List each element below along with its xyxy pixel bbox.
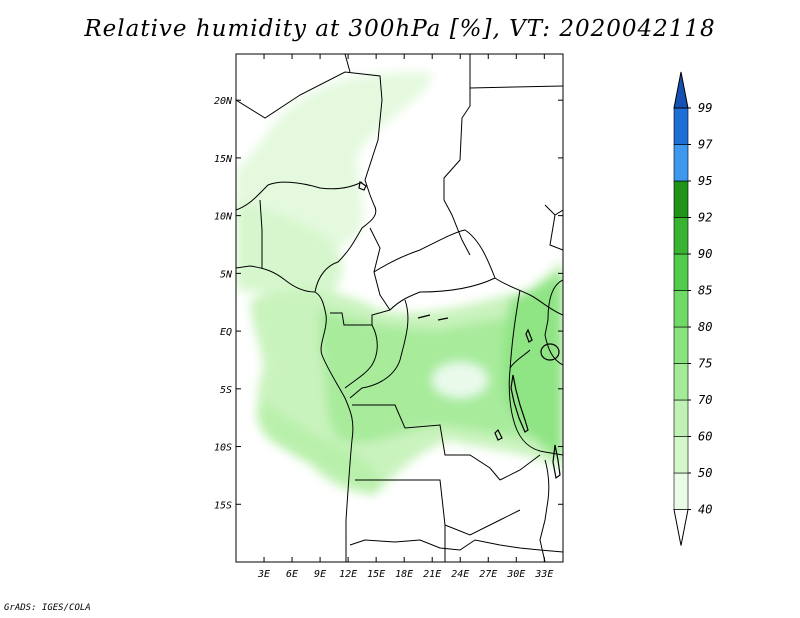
humidity-shading	[236, 72, 563, 495]
x-tick-label: 6E	[286, 569, 298, 580]
border-line	[349, 539, 563, 553]
colorbar-segment	[673, 217, 689, 255]
colorbar-segment	[673, 107, 689, 145]
colorbar-upper-triangle	[673, 71, 689, 109]
map-frame	[235, 53, 564, 563]
colorbar-segment	[673, 253, 689, 291]
x-tick-label: 24E	[451, 569, 469, 580]
country-borders	[236, 54, 563, 562]
lake-malawi	[552, 444, 561, 480]
border-line	[236, 71, 383, 206]
border-line	[344, 54, 351, 73]
border-line	[389, 277, 496, 311]
y-tick-label: 15S	[214, 500, 232, 511]
colorbar-label: 90	[698, 247, 712, 261]
colorbar-label: 85	[698, 284, 712, 298]
y-tick-label: 5N	[220, 269, 233, 280]
border-line	[259, 199, 263, 268]
border-line	[539, 459, 550, 562]
grads-credit: GrADS: IGES/COLA	[4, 603, 91, 613]
colorbar-label: 99	[698, 101, 712, 115]
coastline-west	[236, 265, 354, 562]
y-tick-label: 20N	[214, 96, 233, 107]
x-axis: 3E 6E 9E 12E 15E 18E 21E 24E 27E 30E 33E	[257, 54, 553, 580]
colorbar-segment	[673, 436, 689, 474]
colorbar-segment	[673, 472, 689, 510]
border-line	[349, 299, 409, 399]
chart-title: Relative humidity at 300hPa [%], VT: 202…	[84, 16, 716, 42]
border-line	[529, 294, 563, 316]
colorbar-label: 95	[698, 174, 712, 188]
colorbar-label: 80	[698, 320, 712, 334]
border-line	[330, 309, 391, 326]
lake-small	[417, 314, 449, 321]
x-tick-label: 33E	[534, 569, 553, 580]
border-line	[373, 229, 531, 296]
colorbar-segment	[673, 290, 689, 328]
border-line	[352, 404, 501, 481]
colorbar-label: 97	[698, 138, 713, 152]
y-tick-label: 5S	[220, 385, 232, 396]
border-line	[355, 479, 521, 536]
colorbar-segment	[673, 363, 689, 401]
humidity-band-west	[236, 200, 343, 300]
border-line	[443, 54, 471, 256]
y-axis: 20N 15N 10N 5N EQ 5S 10S 15S	[214, 96, 563, 511]
colorbar-segment	[673, 399, 689, 437]
colorbar-label: 40	[698, 503, 712, 517]
humidity-dry-patch	[432, 362, 488, 398]
colorbar-label: 92	[698, 211, 712, 225]
lake-victoria	[540, 343, 560, 361]
x-tick-label: 18E	[395, 569, 413, 580]
x-tick-label: 30E	[506, 569, 525, 580]
x-tick-label: 27E	[479, 569, 497, 580]
colorbar-segment	[673, 144, 689, 182]
y-tick-label: 10N	[214, 212, 233, 223]
colorbar-segment	[673, 180, 689, 218]
border-line	[509, 349, 531, 369]
colorbar-label: 70	[698, 393, 712, 407]
x-tick-label: 12E	[339, 569, 357, 580]
border-line	[314, 204, 377, 293]
colorbar-label: 75	[698, 357, 712, 371]
x-tick-label: 21E	[423, 569, 441, 580]
lake-chad	[358, 180, 367, 191]
colorbar: 40 50 60 70 75 80 85 90 92 95 97 99	[673, 71, 713, 546]
border-line	[469, 85, 563, 89]
border-line	[544, 204, 563, 216]
x-tick-label: 15E	[367, 569, 385, 580]
colorbar-segment	[673, 326, 689, 364]
border-line	[344, 324, 378, 389]
colorbar-label: 60	[698, 430, 712, 444]
lake-tanganyika	[510, 374, 529, 433]
y-tick-label: 10S	[214, 443, 232, 454]
lake-mweru	[494, 428, 503, 441]
x-tick-label: 9E	[314, 569, 326, 580]
border-line	[369, 227, 391, 311]
border-line	[549, 214, 563, 251]
y-tick-label: 15N	[214, 154, 233, 165]
colorbar-label: 50	[698, 466, 712, 480]
colorbar-lower-triangle	[673, 509, 689, 546]
border-line	[499, 454, 541, 481]
lake-albert	[525, 328, 533, 343]
x-tick-label: 3E	[257, 569, 270, 580]
border-line	[236, 181, 363, 211]
lakes	[358, 180, 561, 480]
y-tick-label: EQ	[220, 327, 232, 338]
border-line	[508, 289, 563, 456]
